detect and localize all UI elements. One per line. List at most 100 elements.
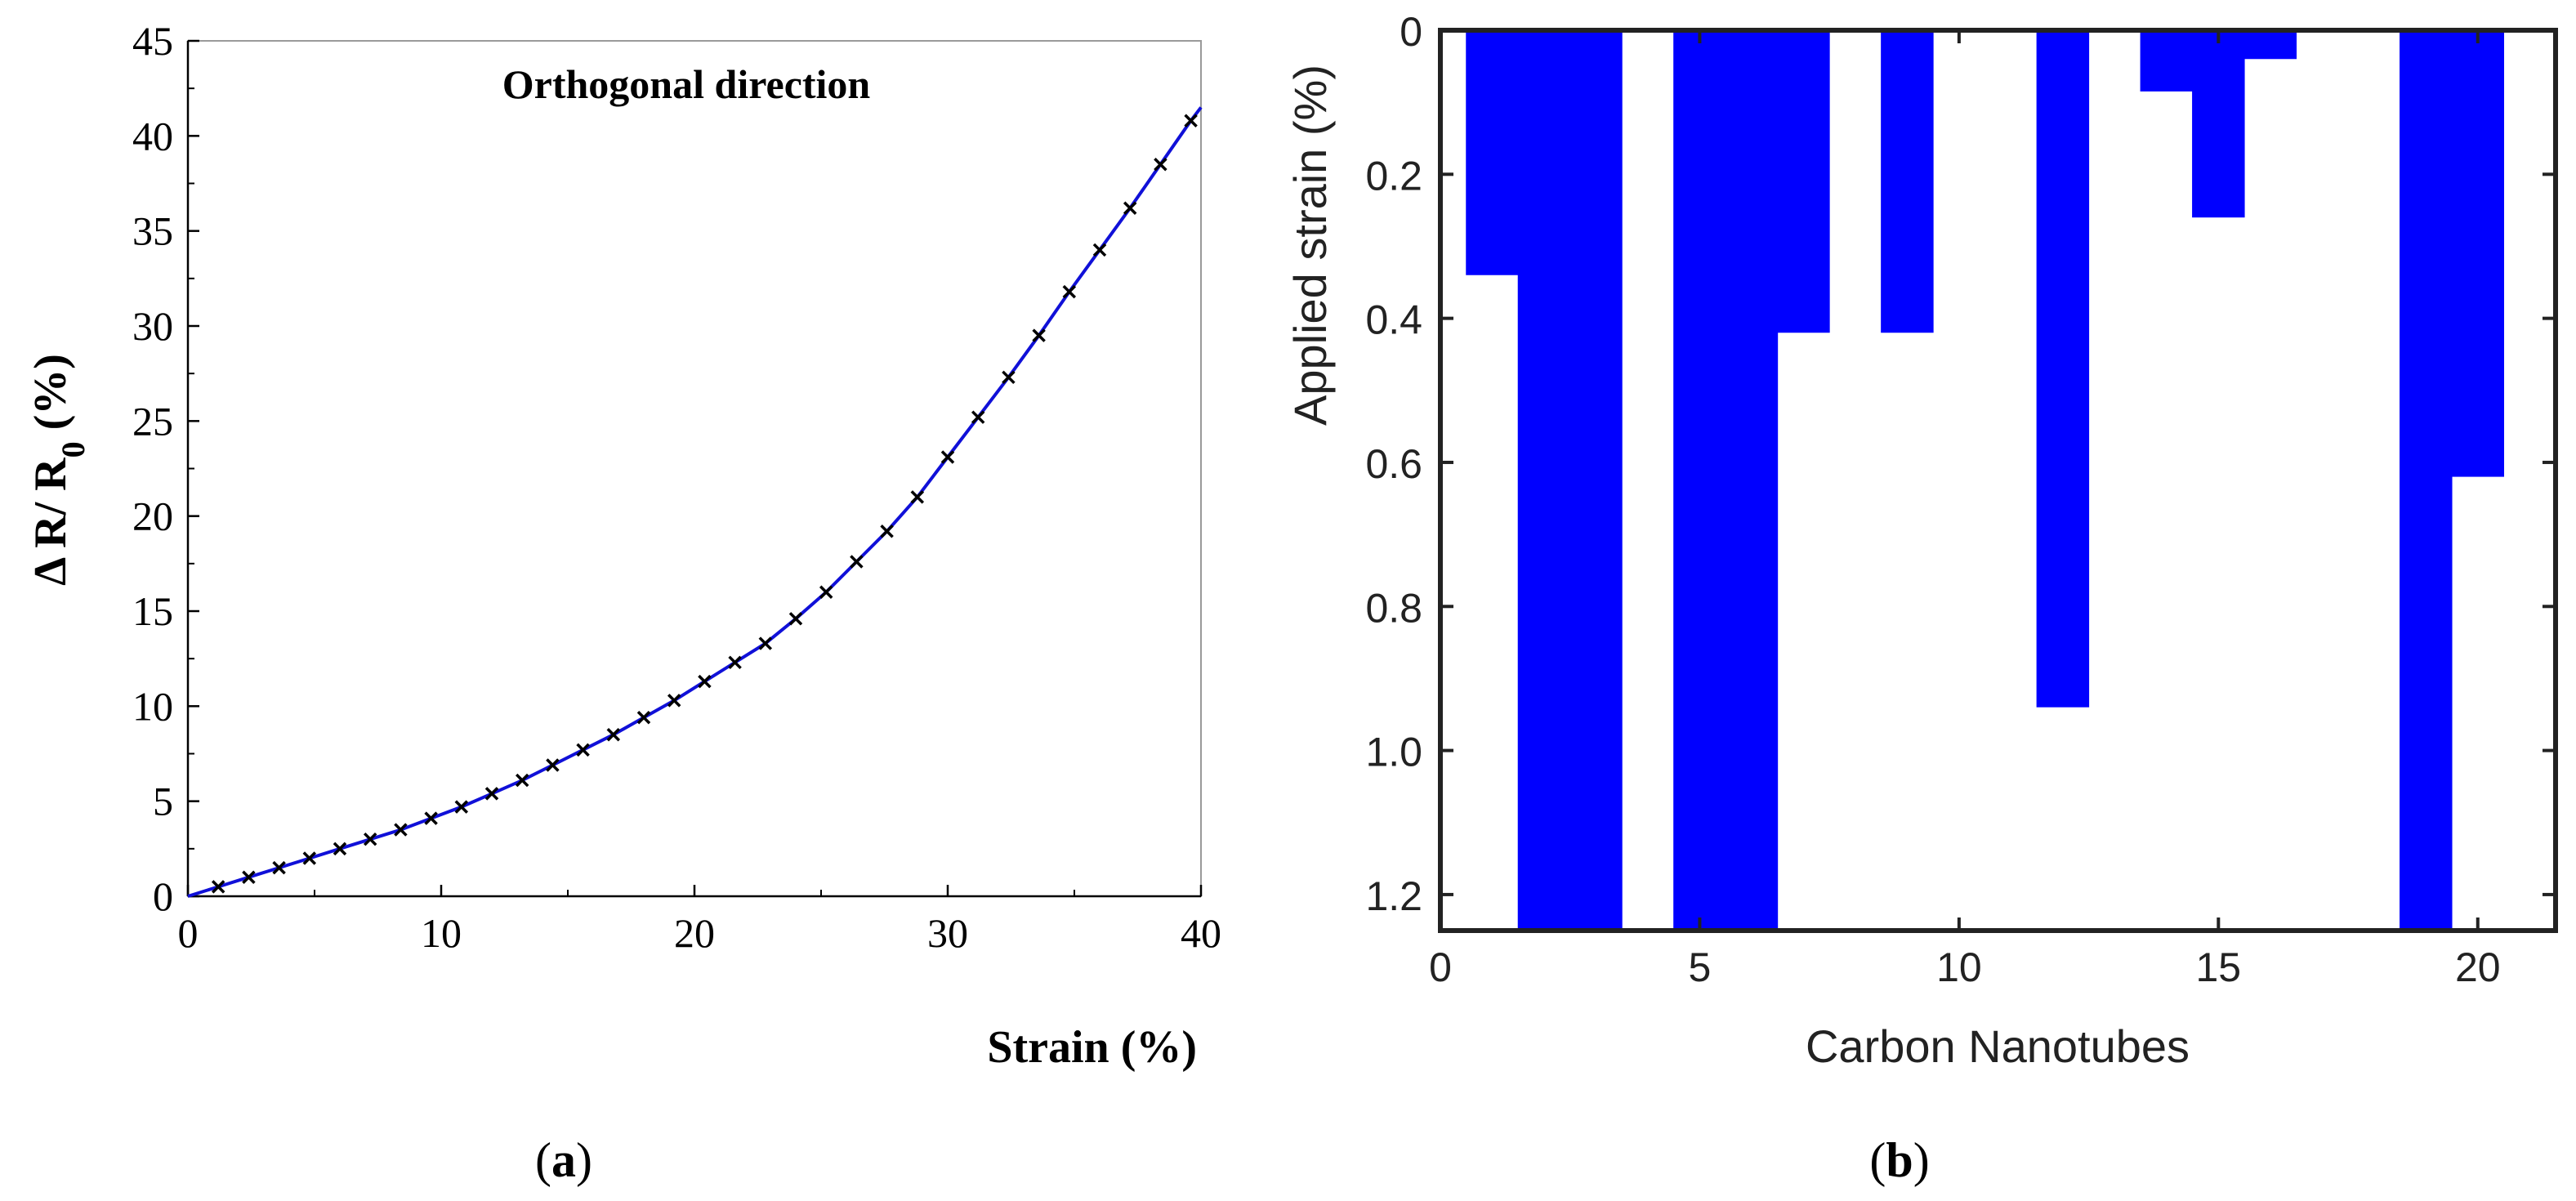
data-point-marker (515, 773, 529, 788)
plot-frame-b (1438, 28, 2558, 933)
y-tick-label-a: 30 (132, 303, 173, 349)
data-point-marker (1154, 157, 1167, 172)
bar (2036, 30, 2090, 708)
data-point-marker (1092, 243, 1107, 257)
chart-title-a: Orthogonal direction (502, 61, 871, 107)
bar (1881, 30, 1934, 333)
bars (1466, 30, 2505, 931)
data-point-marker (272, 860, 286, 875)
y-tick-label-b: 0.6 (1365, 441, 1422, 487)
data-point-marker (1062, 284, 1077, 299)
x-tick-label-a: 30 (927, 910, 968, 956)
data-point-marker (363, 832, 377, 846)
panel-label-a: (a) (535, 1133, 592, 1187)
y-axis-label-subscript: 0 (55, 441, 92, 458)
data-point-marker (211, 880, 225, 894)
x-tick-label-b: 15 (2196, 944, 2242, 990)
bar (1725, 30, 1779, 931)
bar (2192, 30, 2245, 218)
caption-b-open: ( (1869, 1133, 1886, 1187)
y-tick-label-a: 25 (132, 398, 173, 444)
data-point-marker (636, 711, 651, 725)
y-axis-label-unit: (%) (25, 354, 76, 441)
y-tick-label-b: 0.2 (1365, 153, 1422, 199)
x-tick-label-a: 0 (178, 910, 199, 956)
data-point-marker (940, 450, 955, 464)
bar (2243, 30, 2297, 60)
y-tick-label-a: 35 (132, 208, 173, 254)
data-point-marker (1184, 114, 1198, 127)
data-point-marker (1002, 370, 1016, 385)
y-tick-label-a: 40 (132, 113, 173, 158)
data-point-marker (788, 612, 803, 626)
bar (2400, 30, 2453, 931)
panel-b-bar-chart: 0 0.2 0.4 0.6 0.8 1.0 1.2 0 5 10 15 20 Carbon Nano… (1284, 9, 2558, 1187)
x-tick-label-b: 5 (1689, 944, 1712, 990)
y-tick-label-a: 10 (132, 683, 173, 729)
x-tick-label-b: 20 (2455, 944, 2501, 990)
data-point-marker (454, 800, 469, 814)
y-tick-label-a: 15 (132, 588, 173, 634)
data-point-marker (333, 842, 347, 856)
x-ticks-b: 0 5 10 15 20 (1429, 30, 2501, 990)
data-point-marker (606, 727, 621, 742)
y-axis-label-b: Applied strain (%) (1284, 65, 1336, 426)
bar (1466, 30, 1519, 275)
y-axis-label-a: Δ R/ R0 (%) (25, 354, 92, 586)
y-tick-label-a: 45 (132, 18, 173, 64)
data-point-marker (424, 811, 438, 825)
data-point-marker (302, 851, 317, 865)
y-tick-label-b: 0 (1400, 9, 1422, 55)
data-point-marker (546, 758, 560, 772)
panel-label-b: (b) (1869, 1133, 1929, 1187)
caption-a-close: ) (576, 1133, 592, 1187)
panel-a-line-chart: 0 5 10 15 20 25 30 35 40 45 0 10 20 30 40 Orthogonal … (25, 18, 1221, 1187)
data-point-marker (1123, 201, 1137, 215)
x-axis-label-a: Strain (%) (987, 1022, 1197, 1073)
x-tick-label-a: 10 (421, 910, 462, 956)
bar (1569, 30, 1623, 931)
y-tick-label-b: 1.2 (1365, 873, 1422, 919)
y-tick-label-a: 20 (132, 493, 173, 539)
bar (1673, 30, 1726, 931)
bar (2140, 30, 2194, 92)
series-line (187, 106, 1203, 898)
data-point-marker (576, 743, 590, 757)
x-tick-label-a: 20 (674, 910, 715, 956)
data-point-marker (698, 674, 712, 689)
data-point-marker (484, 787, 499, 801)
bar (1517, 30, 1571, 931)
data-point-marker (910, 490, 925, 504)
caption-a-open: ( (535, 1133, 551, 1187)
y-axis-label-main: Δ R/ R (25, 458, 76, 586)
series-markers (211, 114, 1198, 894)
x-ticks-a: 0 10 20 30 40 (178, 885, 1221, 956)
y-ticks-b: 0 0.2 0.4 0.6 0.8 1.0 1.2 (1365, 9, 2556, 919)
data-point-marker (850, 555, 864, 569)
y-tick-label-a: 5 (153, 779, 173, 824)
data-point-marker (880, 525, 894, 538)
data-point-marker (819, 585, 833, 599)
caption-a-letter: a (551, 1133, 576, 1187)
y-tick-label-b: 1.0 (1365, 730, 1422, 775)
plot-frame-a (187, 40, 1202, 897)
x-tick-label-b: 10 (1936, 944, 1982, 990)
caption-b-close: ) (1913, 1133, 1930, 1187)
data-point-marker (971, 410, 985, 424)
data-point-marker (394, 823, 408, 837)
data-point-marker (242, 870, 256, 884)
x-tick-label-b: 0 (1429, 944, 1452, 990)
bar (2451, 30, 2505, 477)
data-point-marker (758, 636, 773, 650)
bar (1777, 30, 1830, 333)
y-tick-label-b: 0.8 (1365, 585, 1422, 631)
y-tick-label-a: 0 (153, 873, 173, 919)
y-tick-label-b: 0.4 (1365, 297, 1422, 343)
data-point-marker (728, 655, 742, 670)
y-ticks-a: 0 5 10 15 20 25 30 35 40 45 (132, 18, 199, 919)
data-point-marker (1032, 328, 1046, 342)
data-point-marker (667, 694, 681, 708)
x-axis-label-b: Carbon Nanotubes (1806, 1020, 2190, 1072)
x-tick-label-a: 40 (1181, 910, 1221, 956)
